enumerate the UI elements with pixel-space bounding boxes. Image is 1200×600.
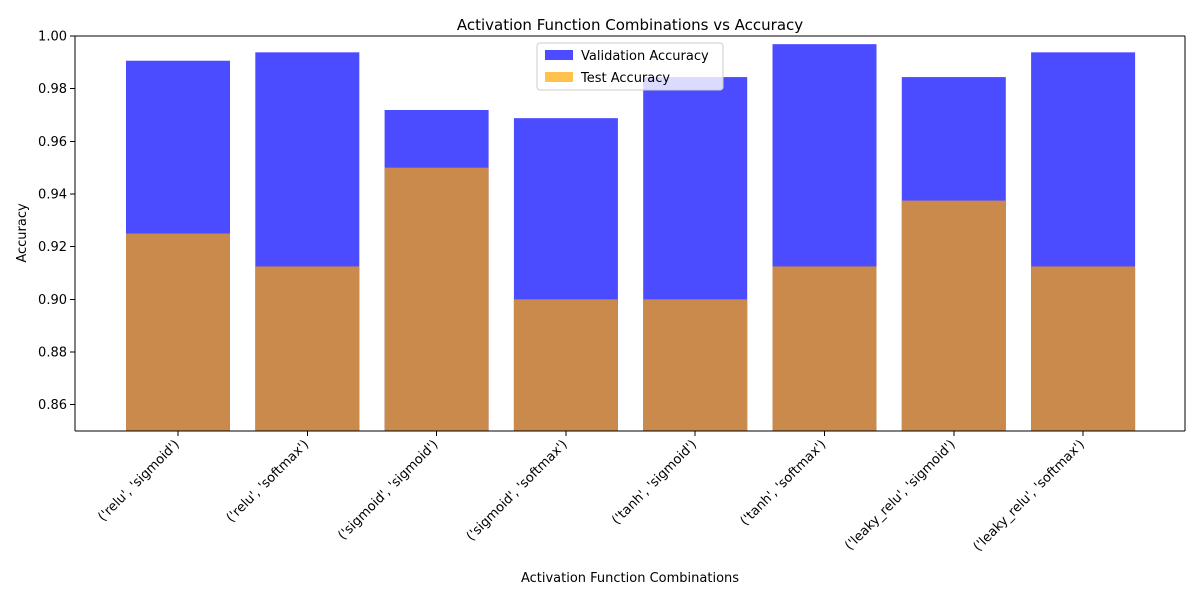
x-tick-label: ('leaky_relu', 'softmax') xyxy=(971,437,1088,554)
test-bar-5 xyxy=(772,266,877,431)
x-tick-label: ('sigmoid', 'softmax') xyxy=(464,437,571,544)
test-bar-7 xyxy=(1031,266,1136,431)
x-axis-label: Activation Function Combinations xyxy=(521,571,739,586)
legend-label-validation: Validation Accuracy xyxy=(581,49,709,64)
legend: Validation Accuracy Test Accuracy xyxy=(536,42,724,91)
y-ticks-group: 0.86 0.88 0.90 0.92 0.94 0.96 0.98 1.00 xyxy=(38,30,75,413)
y-tick-label: 0.94 xyxy=(38,188,67,203)
chart-title: Activation Function Combinations vs Accu… xyxy=(457,16,803,34)
test-bar-1 xyxy=(255,266,360,431)
y-tick-label: 0.92 xyxy=(38,240,67,255)
x-tick-label: ('tanh', 'softmax') xyxy=(738,437,830,529)
y-tick-label: 0.90 xyxy=(38,293,67,308)
test-bar-3 xyxy=(513,299,618,431)
y-tick-label: 0.88 xyxy=(38,346,67,361)
x-ticks-group: ('relu', 'sigmoid') ('relu', 'softmax') ('… xyxy=(95,431,1088,555)
legend-label-test: Test Accuracy xyxy=(580,71,670,86)
y-axis-label: Accuracy xyxy=(15,203,30,263)
x-tick-label: ('relu', 'softmax') xyxy=(224,437,312,525)
x-tick-label: ('tanh', 'sigmoid') xyxy=(609,437,700,528)
x-tick-label: ('relu', 'sigmoid') xyxy=(95,437,182,524)
y-tick-label: 0.86 xyxy=(38,398,67,413)
y-tick-label: 1.00 xyxy=(38,30,67,45)
test-bar-2 xyxy=(384,167,489,432)
bars-group xyxy=(126,44,1136,432)
legend-swatch-test xyxy=(545,72,573,82)
legend-swatch-validation xyxy=(545,50,573,60)
y-tick-label: 0.98 xyxy=(38,82,67,97)
y-tick-label: 0.96 xyxy=(38,135,67,150)
legend-box xyxy=(536,42,724,91)
test-bar-4 xyxy=(643,299,748,431)
test-bar-0 xyxy=(126,233,230,431)
x-tick-label: ('leaky_relu', 'sigmoid') xyxy=(842,437,958,553)
x-tick-label: ('sigmoid', 'sigmoid') xyxy=(335,437,441,543)
test-bar-6 xyxy=(901,200,1006,431)
